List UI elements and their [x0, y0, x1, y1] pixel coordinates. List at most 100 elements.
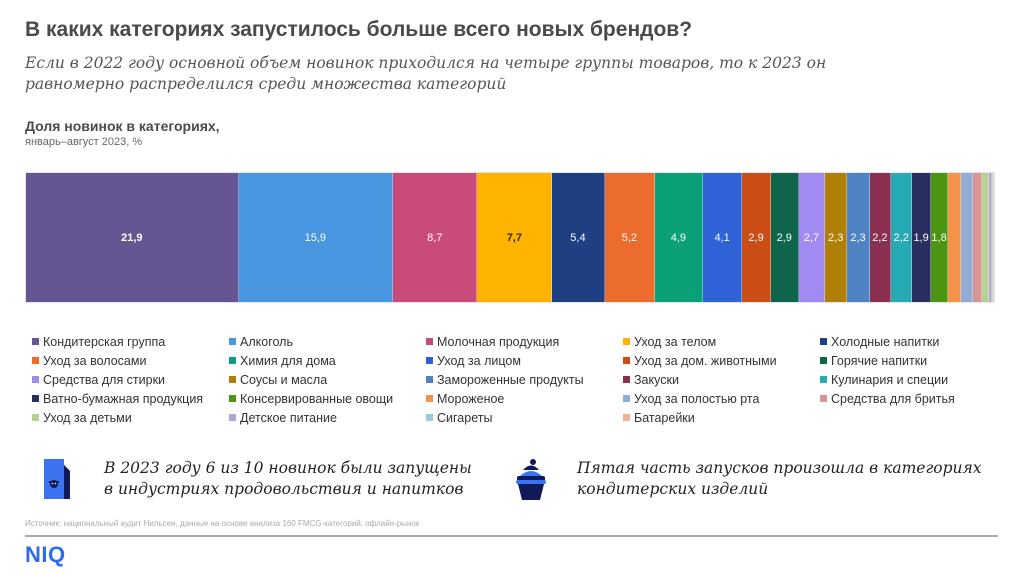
- stacked-bar: 21,9 15,9 8,7 7,7 5,4 5,2 4,9 4,1 2,9 2,9 2,7 2,3 2,…: [26, 173, 994, 302]
- legend-item: Консервированные овощи: [229, 389, 426, 408]
- legend-label: Уход за телом: [634, 334, 717, 349]
- data-label: 1,8: [931, 231, 947, 244]
- legend-item: Уход за полостью рта: [623, 389, 820, 408]
- legend-item: Сигареты: [426, 408, 623, 427]
- bar-segment: 5,2: [604, 173, 656, 302]
- legend-item: Средства для стирки: [32, 370, 229, 389]
- legend-label: Холодные напитки: [831, 334, 940, 349]
- legend-swatch: [623, 338, 630, 345]
- bar-segment: [992, 173, 994, 302]
- legend-swatch: [820, 338, 827, 345]
- callout-text-line: В 2023 году 6 из 10 новинок были запущен…: [104, 459, 472, 477]
- bar-segment: [948, 173, 961, 302]
- data-label: 4,1: [714, 231, 730, 244]
- legend-label: Консервированные овощи: [240, 391, 394, 406]
- legend-swatch: [623, 357, 630, 364]
- page-title: В каких категориях запустилось больше вс…: [25, 18, 693, 41]
- legend-label: Уход за детьми: [43, 410, 132, 425]
- bar-segment: 2,3: [847, 173, 870, 302]
- legend-label: Уход за дом. животными: [634, 353, 777, 368]
- bar-segment: 4,1: [702, 173, 743, 302]
- callout-text-line: в индустриях продовольствия и напитков: [104, 480, 464, 498]
- cupcake-icon: [513, 457, 549, 501]
- source-note: Источник: национальный аудит Нильсен, да…: [25, 519, 420, 528]
- legend-item: Детское питание: [229, 408, 426, 427]
- bar-segment: 5,4: [552, 173, 605, 302]
- legend-item: Мороженое: [426, 389, 623, 408]
- legend-item: Батарейки: [623, 408, 820, 427]
- legend-label: Алкоголь: [240, 334, 293, 349]
- legend-item: Соусы и масла: [229, 370, 426, 389]
- legend-item: Уход за детьми: [32, 408, 229, 427]
- legend-label: Сигареты: [437, 410, 493, 425]
- legend-label: Детское питание: [240, 410, 337, 425]
- bar-segment: 7,7: [477, 173, 553, 302]
- legend-label: Уход за лицом: [437, 353, 521, 368]
- legend-swatch: [229, 357, 236, 364]
- legend-label: Мороженое: [437, 391, 505, 406]
- legend-swatch: [623, 414, 630, 421]
- callout-confectionery: Пятая часть запусков произошла в категор…: [513, 457, 982, 501]
- legend-swatch: [32, 395, 39, 402]
- bar-segment: 1,9: [912, 173, 931, 302]
- page-subtitle: Если в 2022 году основной объем новинок …: [25, 54, 827, 93]
- legend-item: Кондитерская группа: [32, 332, 229, 351]
- legend-item: Уход за лицом: [426, 351, 623, 370]
- legend-swatch: [426, 414, 433, 421]
- legend-label: Молочная продукция: [437, 334, 560, 349]
- legend-item: Молочная продукция: [426, 332, 623, 351]
- bar-segment: 2,9: [742, 173, 771, 302]
- bar-segment: 2,3: [825, 173, 848, 302]
- legend-label: Уход за полостью рта: [634, 391, 760, 406]
- legend-swatch: [426, 357, 433, 364]
- legend-item: Алкоголь: [229, 332, 426, 351]
- legend-label: Ватно-бумажная продукция: [43, 391, 204, 406]
- legend-label: Замороженные продукты: [437, 372, 584, 387]
- legend-swatch: [623, 376, 630, 383]
- legend-item: Уход за телом: [623, 332, 820, 351]
- data-label: 8,7: [427, 231, 443, 244]
- legend-swatch: [229, 376, 236, 383]
- legend-item: Горячие напитки: [820, 351, 1020, 370]
- legend-swatch: [820, 376, 827, 383]
- legend-item: Уход за волосами: [32, 351, 229, 370]
- bar-segment: 2,9: [770, 173, 799, 302]
- bar-segment: 2,2: [869, 173, 892, 302]
- bar-segment: [982, 173, 990, 302]
- legend-label: Батарейки: [634, 410, 695, 425]
- bar-segment: [989, 173, 992, 302]
- data-label: 2,2: [872, 231, 888, 244]
- legend-label: Уход за волосами: [43, 353, 147, 368]
- data-label: 2,2: [893, 231, 909, 244]
- legend-item: Химия для дома: [229, 351, 426, 370]
- legend-swatch: [229, 414, 236, 421]
- data-label: 2,9: [748, 231, 764, 244]
- chart-legend: Кондитерская группа Алкоголь Молочная прод…: [32, 332, 1020, 427]
- callout-food-beverage: В 2023 году 6 из 10 новинок были запущен…: [40, 457, 472, 501]
- legend-label: Соусы и масла: [240, 372, 328, 387]
- legend-label: Закуски: [634, 372, 679, 387]
- niq-logo: NIQ: [25, 542, 66, 567]
- data-label: 5,2: [621, 231, 638, 244]
- data-label: 2,9: [776, 231, 792, 244]
- data-label: 2,3: [850, 231, 866, 244]
- bar-segment: 8,7: [393, 173, 478, 302]
- data-label: 2,3: [828, 231, 844, 244]
- legend-item: Закуски: [623, 370, 820, 389]
- legend-swatch: [820, 357, 827, 364]
- chart-subtitle: январь–август 2023, %: [25, 136, 143, 148]
- data-label: 15,9: [304, 231, 327, 244]
- legend-swatch: [820, 395, 827, 402]
- chart-title: Доля новинок в категориях,: [25, 118, 220, 134]
- legend-label: Средства для бритья: [831, 391, 955, 406]
- legend-item: Замороженные продукты: [426, 370, 623, 389]
- bar-segment: 15,9: [238, 173, 393, 302]
- callout-text-line: кондитерских изделий: [577, 480, 769, 498]
- legend-item: Кулинария и специи: [820, 370, 1020, 389]
- legend-item: Холодные напитки: [820, 332, 1020, 351]
- legend-label: Средства для стирки: [43, 372, 166, 387]
- bar-segment: 21,9: [26, 173, 239, 302]
- milk-carton-icon: [40, 457, 76, 501]
- legend-swatch: [229, 395, 236, 402]
- bar-segment: [972, 173, 983, 302]
